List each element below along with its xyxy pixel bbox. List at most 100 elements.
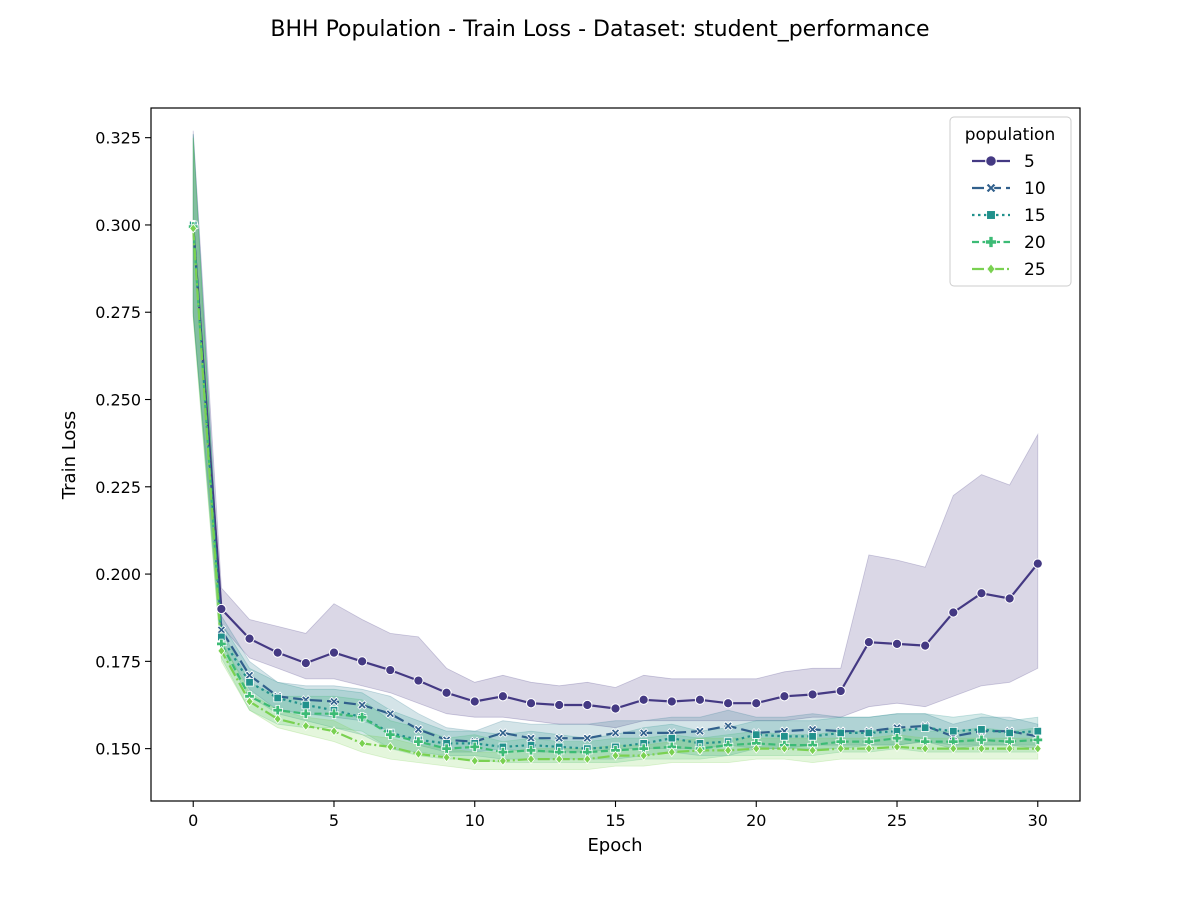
plot-area [151,108,1080,801]
data-point-population-5 [497,691,508,702]
x-tick-label: 10 [465,811,485,830]
data-point-population-5 [610,703,621,714]
data-point-population-20 [272,705,283,716]
x-tick-label: 20 [746,811,766,830]
data-point-population-15 [273,693,282,703]
data-point-population-5 [666,696,677,707]
data-point-population-5 [385,664,396,676]
legend-label: 15 [1024,206,1046,226]
data-point-population-15 [1005,728,1014,738]
data-point-population-15 [780,732,789,741]
data-point-population-15 [920,723,930,732]
data-point-population-10 [610,728,621,738]
data-point-population-25 [921,743,930,754]
data-point-population-5 [525,698,537,709]
data-point-population-25 [217,645,226,656]
data-point-population-10 [582,733,593,743]
data-point-population-10 [723,721,733,731]
data-point-population-25 [949,743,958,754]
legend-box [949,116,1072,287]
data-point-population-5 [807,689,818,700]
markers-population-5 [188,219,1043,714]
data-point-population-25 [329,726,339,737]
data-point-population-20 [1032,734,1043,746]
data-point-population-5 [920,640,931,651]
data-point-population-25 [695,745,705,756]
data-point-population-25 [498,755,507,766]
legend-item-population-25: 25 [972,260,1046,280]
data-point-population-5 [1004,593,1015,604]
data-point-population-25 [836,743,845,754]
data-point-population-5 [441,687,452,698]
x-tick-label: 0 [188,811,198,830]
data-point-population-20 [497,746,509,758]
data-point-population-5 [554,699,565,711]
data-point-population-5 [779,691,790,702]
legend-marker-swatch [985,236,997,248]
y-axis-label: Train Loss [59,411,80,500]
legend-marker-swatch [986,210,996,220]
data-point-population-5 [216,603,227,615]
legend-label: 10 [1024,179,1046,199]
legend-marker-swatch [986,263,996,275]
y-tick-label: 0.250 [95,391,141,410]
data-point-population-10 [554,733,564,743]
legend-marker-swatch [985,155,997,167]
data-point-population-25 [1005,743,1014,754]
chart-title: BHH Population - Train Loss - Dataset: s… [270,17,929,42]
data-point-population-15 [1033,726,1042,736]
legend-item-population-5: 5 [972,152,1035,172]
data-point-population-20 [891,733,903,744]
data-point-population-10 [807,724,818,735]
data-point-population-25 [667,747,676,758]
x-axis-label: Epoch [587,835,642,856]
x-axis-ticks: 0 5 10 15 20 25 30 [188,801,1048,830]
data-point-population-10 [385,708,396,719]
data-point-population-25 [442,752,451,763]
legend-label: 25 [1024,260,1046,280]
data-point-population-25 [752,743,761,754]
data-point-population-20 [441,743,452,754]
data-point-population-25 [724,745,733,756]
x-tick-label: 25 [887,811,907,830]
y-tick-label: 0.225 [95,478,141,497]
data-point-population-15 [864,728,874,738]
data-point-population-5 [751,698,762,709]
data-point-population-10 [244,670,255,681]
data-point-population-5 [244,633,255,644]
y-tick-label: 0.150 [95,740,141,759]
data-point-population-10 [329,696,339,707]
data-point-population-5 [835,685,846,697]
x-tick-label: 30 [1028,811,1048,830]
data-point-population-20 [328,708,340,719]
data-point-population-10 [526,733,536,743]
legend-label: 5 [1024,152,1035,172]
data-point-population-25 [470,755,479,766]
data-point-population-5 [1032,558,1043,569]
data-point-population-5 [272,647,283,658]
data-point-population-5 [694,694,706,705]
y-tick-label: 0.275 [95,303,141,322]
data-point-population-15 [245,678,254,687]
legend-item-population-15: 15 [972,206,1046,226]
data-point-population-15 [667,733,677,743]
data-point-population-5 [638,694,649,705]
y-tick-label: 0.300 [95,216,141,235]
legend-item-population-20: 20 [972,233,1046,253]
data-point-population-20 [385,729,396,740]
data-point-population-5 [328,647,340,658]
data-point-population-25 [977,743,986,754]
data-point-population-25 [245,696,254,707]
data-point-population-25 [583,754,592,765]
data-point-population-5 [300,657,311,669]
data-point-population-10 [413,724,424,735]
data-point-population-15 [301,700,311,710]
data-point-population-10 [216,625,227,635]
data-point-population-5 [891,638,903,649]
legend: population 5 10 15 20 25 [949,116,1072,287]
confidence-band-population-25 [192,137,1039,770]
data-point-population-15 [752,730,761,739]
data-point-population-20 [469,741,480,753]
data-point-population-5 [357,656,368,667]
